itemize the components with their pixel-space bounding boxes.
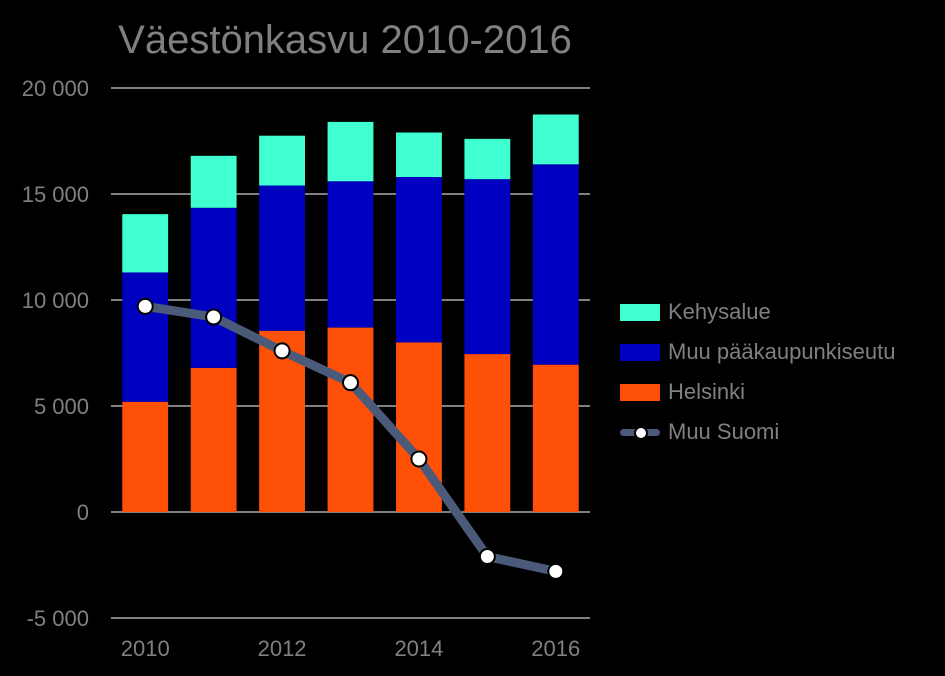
x-tick-label: 2012 [258,636,307,661]
bar-helsinki-2016 [532,364,579,512]
bar-kehysalue-2010 [122,214,169,273]
legend-label-helsinki: Helsinki [668,379,746,404]
point-muu-suomi-2015 [478,548,496,566]
y-tick-label: -5 000 [27,606,89,631]
legend-item-helsinki: Helsinki [620,372,896,412]
y-tick-label: 15 000 [22,182,89,207]
bar-muu-p-kaupunkiseutu-2011 [190,207,237,368]
bar-helsinki-2015 [464,354,511,512]
legend-swatch-kehysalue [620,303,660,321]
bar-helsinki-2013 [327,327,374,512]
y-tick-label: 10 000 [22,288,89,313]
point-muu-suomi-2010 [136,297,154,315]
bar-muu-p-kaupunkiseutu-2016 [532,164,579,365]
bar-muu-p-kaupunkiseutu-2015 [464,179,511,355]
legend-line-muu-suomi [620,424,660,441]
y-tick-label: 5 000 [34,394,89,419]
point-muu-suomi-2013 [342,374,359,392]
bar-muu-p-kaupunkiseutu-2010 [122,272,169,402]
legend-swatch-muu-paakaupunkiseutu [620,343,660,361]
x-tick-label: 2014 [394,636,443,661]
chart-legend: Kehysalue Muu pääkaupunkiseutu Helsinki … [620,292,896,452]
legend-label-muu-paakaupunkiseutu: Muu pääkaupunkiseutu [668,339,896,364]
point-muu-suomi-2011 [205,308,223,326]
legend-item-kehysalue: Kehysalue [620,292,896,332]
x-tick-label: 2016 [531,636,580,661]
bar-helsinki-2010 [122,401,169,512]
point-muu-suomi-2012 [273,342,291,360]
point-muu-suomi-2014 [410,450,428,468]
bar-kehysalue-2011 [190,155,237,208]
y-tick-label: 0 [77,500,89,525]
legend-item-muu-paakaupunkiseutu: Muu pääkaupunkiseutu [620,332,896,372]
bar-kehysalue-2015 [464,138,511,180]
chart-title: Väestönkasvu 2010-2016 [118,18,572,62]
bar-kehysalue-2012 [259,135,305,186]
bar-kehysalue-2014 [396,132,442,178]
point-muu-suomi-2016 [547,562,565,580]
bar-kehysalue-2016 [532,114,579,165]
x-tick-label: 2010 [121,636,170,661]
legend-item-muu-suomi: Muu Suomi [620,412,896,452]
bar-muu-p-kaupunkiseutu-2014 [396,177,442,343]
bar-kehysalue-2013 [327,121,374,182]
legend-label-kehysalue: Kehysalue [668,299,771,324]
bar-muu-p-kaupunkiseutu-2012 [259,185,305,331]
y-tick-label: 20 000 [22,76,89,101]
legend-label-muu-suomi: Muu Suomi [668,419,780,444]
bar-helsinki-2011 [190,367,237,512]
legend-swatch-helsinki [620,383,660,401]
bar-muu-p-kaupunkiseutu-2013 [327,181,374,328]
